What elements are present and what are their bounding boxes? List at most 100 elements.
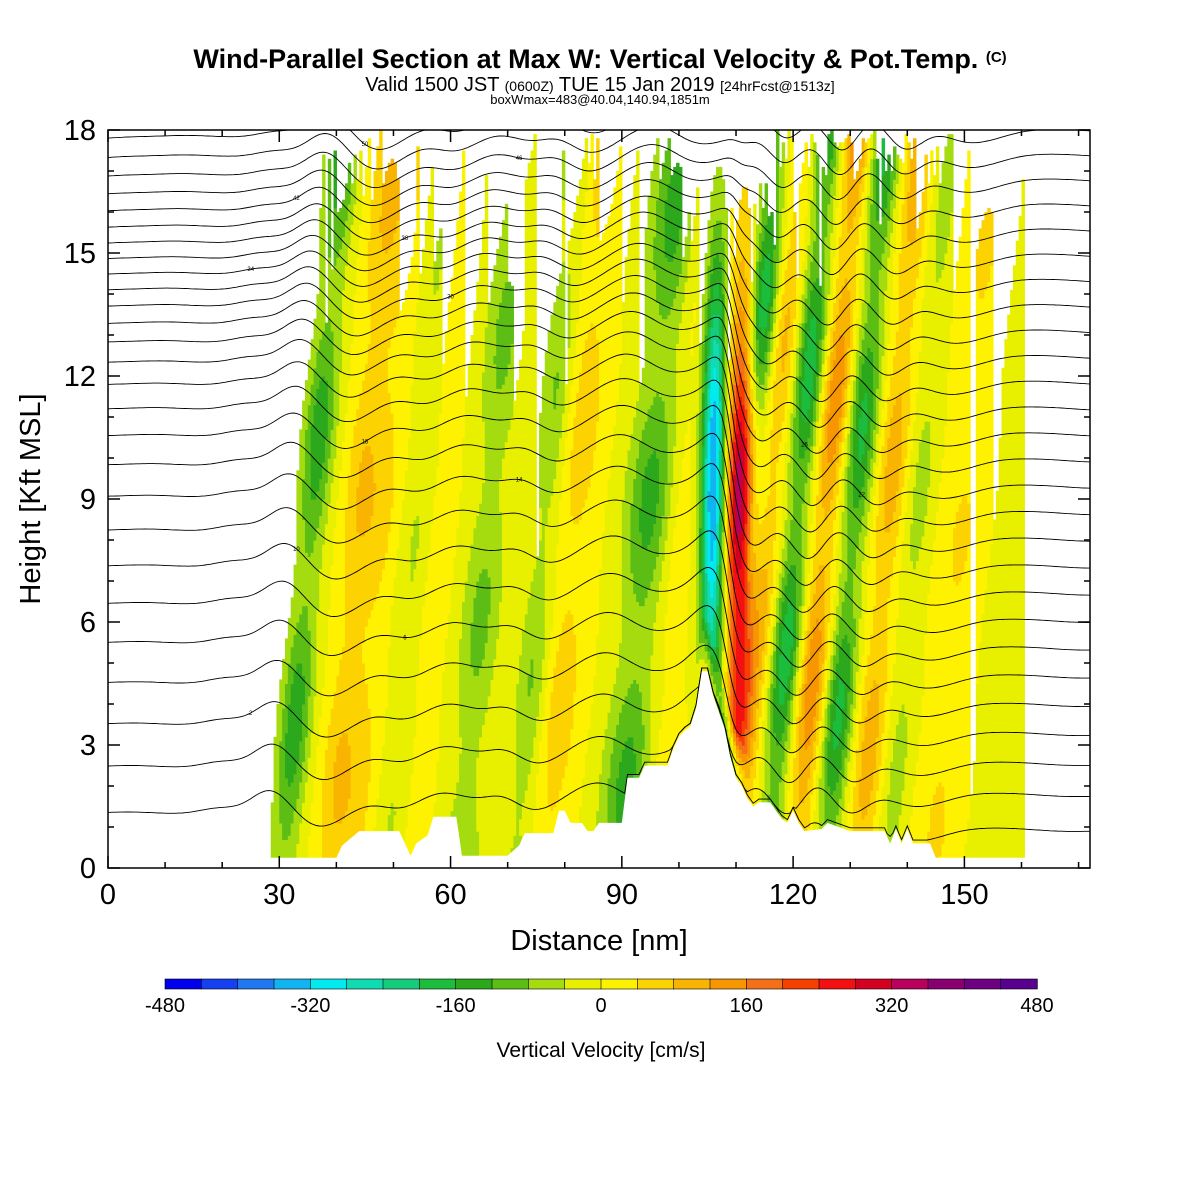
velocity-cell <box>279 822 283 868</box>
velocity-cell <box>561 622 566 779</box>
velocity-cell <box>798 687 803 717</box>
velocity-cell <box>467 560 472 868</box>
velocity-cell <box>947 134 951 238</box>
x-tick-label: 60 <box>434 879 466 911</box>
velocity-cell <box>998 437 1003 868</box>
velocity-cell <box>890 523 894 578</box>
velocity-cell <box>807 462 811 504</box>
velocity-cell <box>838 417 843 443</box>
velocity-cell <box>787 601 791 676</box>
velocity-cell <box>396 179 400 221</box>
velocity-cell <box>444 638 449 840</box>
theta-contour <box>108 667 1090 841</box>
velocity-cell <box>855 203 860 246</box>
velocity-cell <box>373 482 377 492</box>
velocity-cell <box>873 462 877 496</box>
velocity-cell <box>864 613 868 676</box>
velocity-cell <box>904 716 908 758</box>
velocity-cell <box>744 347 749 381</box>
velocity-cell <box>875 466 880 516</box>
velocity-cell <box>499 388 503 480</box>
velocity-cell <box>313 367 317 406</box>
velocity-cell <box>604 503 609 730</box>
velocity-cell <box>610 695 614 754</box>
velocity-cell <box>818 745 823 779</box>
velocity-cell <box>499 601 503 868</box>
velocity-cell <box>944 425 948 868</box>
velocity-cell <box>784 441 788 521</box>
velocity-cell <box>727 720 731 730</box>
velocity-cell <box>647 589 651 762</box>
velocity-cell <box>864 392 868 434</box>
velocity-cell <box>373 171 377 484</box>
velocity-cell <box>853 429 857 508</box>
terrain-profile <box>108 671 1090 868</box>
velocity-cell <box>827 622 831 660</box>
velocity-cell <box>864 716 868 816</box>
velocity-cell <box>544 687 549 868</box>
velocity-cell <box>847 289 851 348</box>
velocity-cell <box>850 166 854 229</box>
velocity-cell <box>756 425 760 504</box>
velocity-cell <box>347 244 352 381</box>
velocity-cell <box>396 548 400 868</box>
velocity-cell <box>821 339 826 365</box>
velocity-cell <box>713 224 717 258</box>
velocity-cell <box>718 400 723 451</box>
velocity-cell <box>758 326 763 365</box>
y-axis-title: Height [Kft MSL] <box>15 393 47 604</box>
velocity-cell <box>678 166 683 229</box>
velocity-cell <box>761 363 766 385</box>
velocity-cell <box>1001 367 1005 868</box>
velocity-cell <box>344 220 349 266</box>
velocity-cell <box>795 691 800 717</box>
colorbar-swatch <box>782 978 820 990</box>
velocity-cell <box>830 232 834 299</box>
velocity-cell <box>593 179 597 221</box>
theta-contour <box>108 667 1090 784</box>
contour-label: 22 <box>858 492 865 498</box>
velocity-cell <box>898 253 903 393</box>
velocity-cell <box>416 515 420 549</box>
velocity-cell <box>890 171 894 201</box>
velocity-cell <box>781 294 786 336</box>
velocity-cell <box>681 257 686 303</box>
velocity-cell <box>707 355 711 389</box>
velocity-cell <box>753 400 757 430</box>
velocity-cell <box>336 212 340 258</box>
velocity-cell <box>539 507 543 541</box>
velocity-cell <box>364 626 369 685</box>
velocity-cell <box>593 449 597 676</box>
velocity-cell <box>827 134 831 168</box>
velocity-cell <box>804 556 808 607</box>
velocity-cell <box>402 302 406 500</box>
velocity-cell <box>867 449 871 480</box>
velocity-cell <box>895 220 900 332</box>
velocity-cell <box>656 601 660 758</box>
velocity-cell <box>870 634 874 689</box>
velocity-cell <box>798 638 803 664</box>
velocity-cell <box>835 745 840 783</box>
velocity-cell <box>878 269 883 402</box>
velocity-cell <box>476 581 480 676</box>
velocity-cell <box>658 535 663 582</box>
velocity-cell <box>370 453 375 516</box>
theta-contour <box>108 242 1090 351</box>
velocity-cell <box>464 396 469 582</box>
velocity-cell <box>407 802 412 868</box>
velocity-cell <box>664 482 669 541</box>
velocity-cell <box>932 540 937 795</box>
velocity-cell <box>324 380 329 439</box>
velocity-cell <box>878 224 883 270</box>
velocity-cell <box>487 613 492 697</box>
velocity-cell <box>838 798 843 836</box>
velocity-cell <box>875 683 880 738</box>
velocity-cell <box>807 572 811 607</box>
velocity-cell <box>855 712 860 750</box>
velocity-cell <box>918 548 923 734</box>
velocity-cell <box>747 363 751 398</box>
velocity-cell <box>673 253 677 299</box>
velocity-cell <box>436 240 440 291</box>
velocity-cell <box>684 654 689 705</box>
velocity-cell <box>407 437 412 803</box>
